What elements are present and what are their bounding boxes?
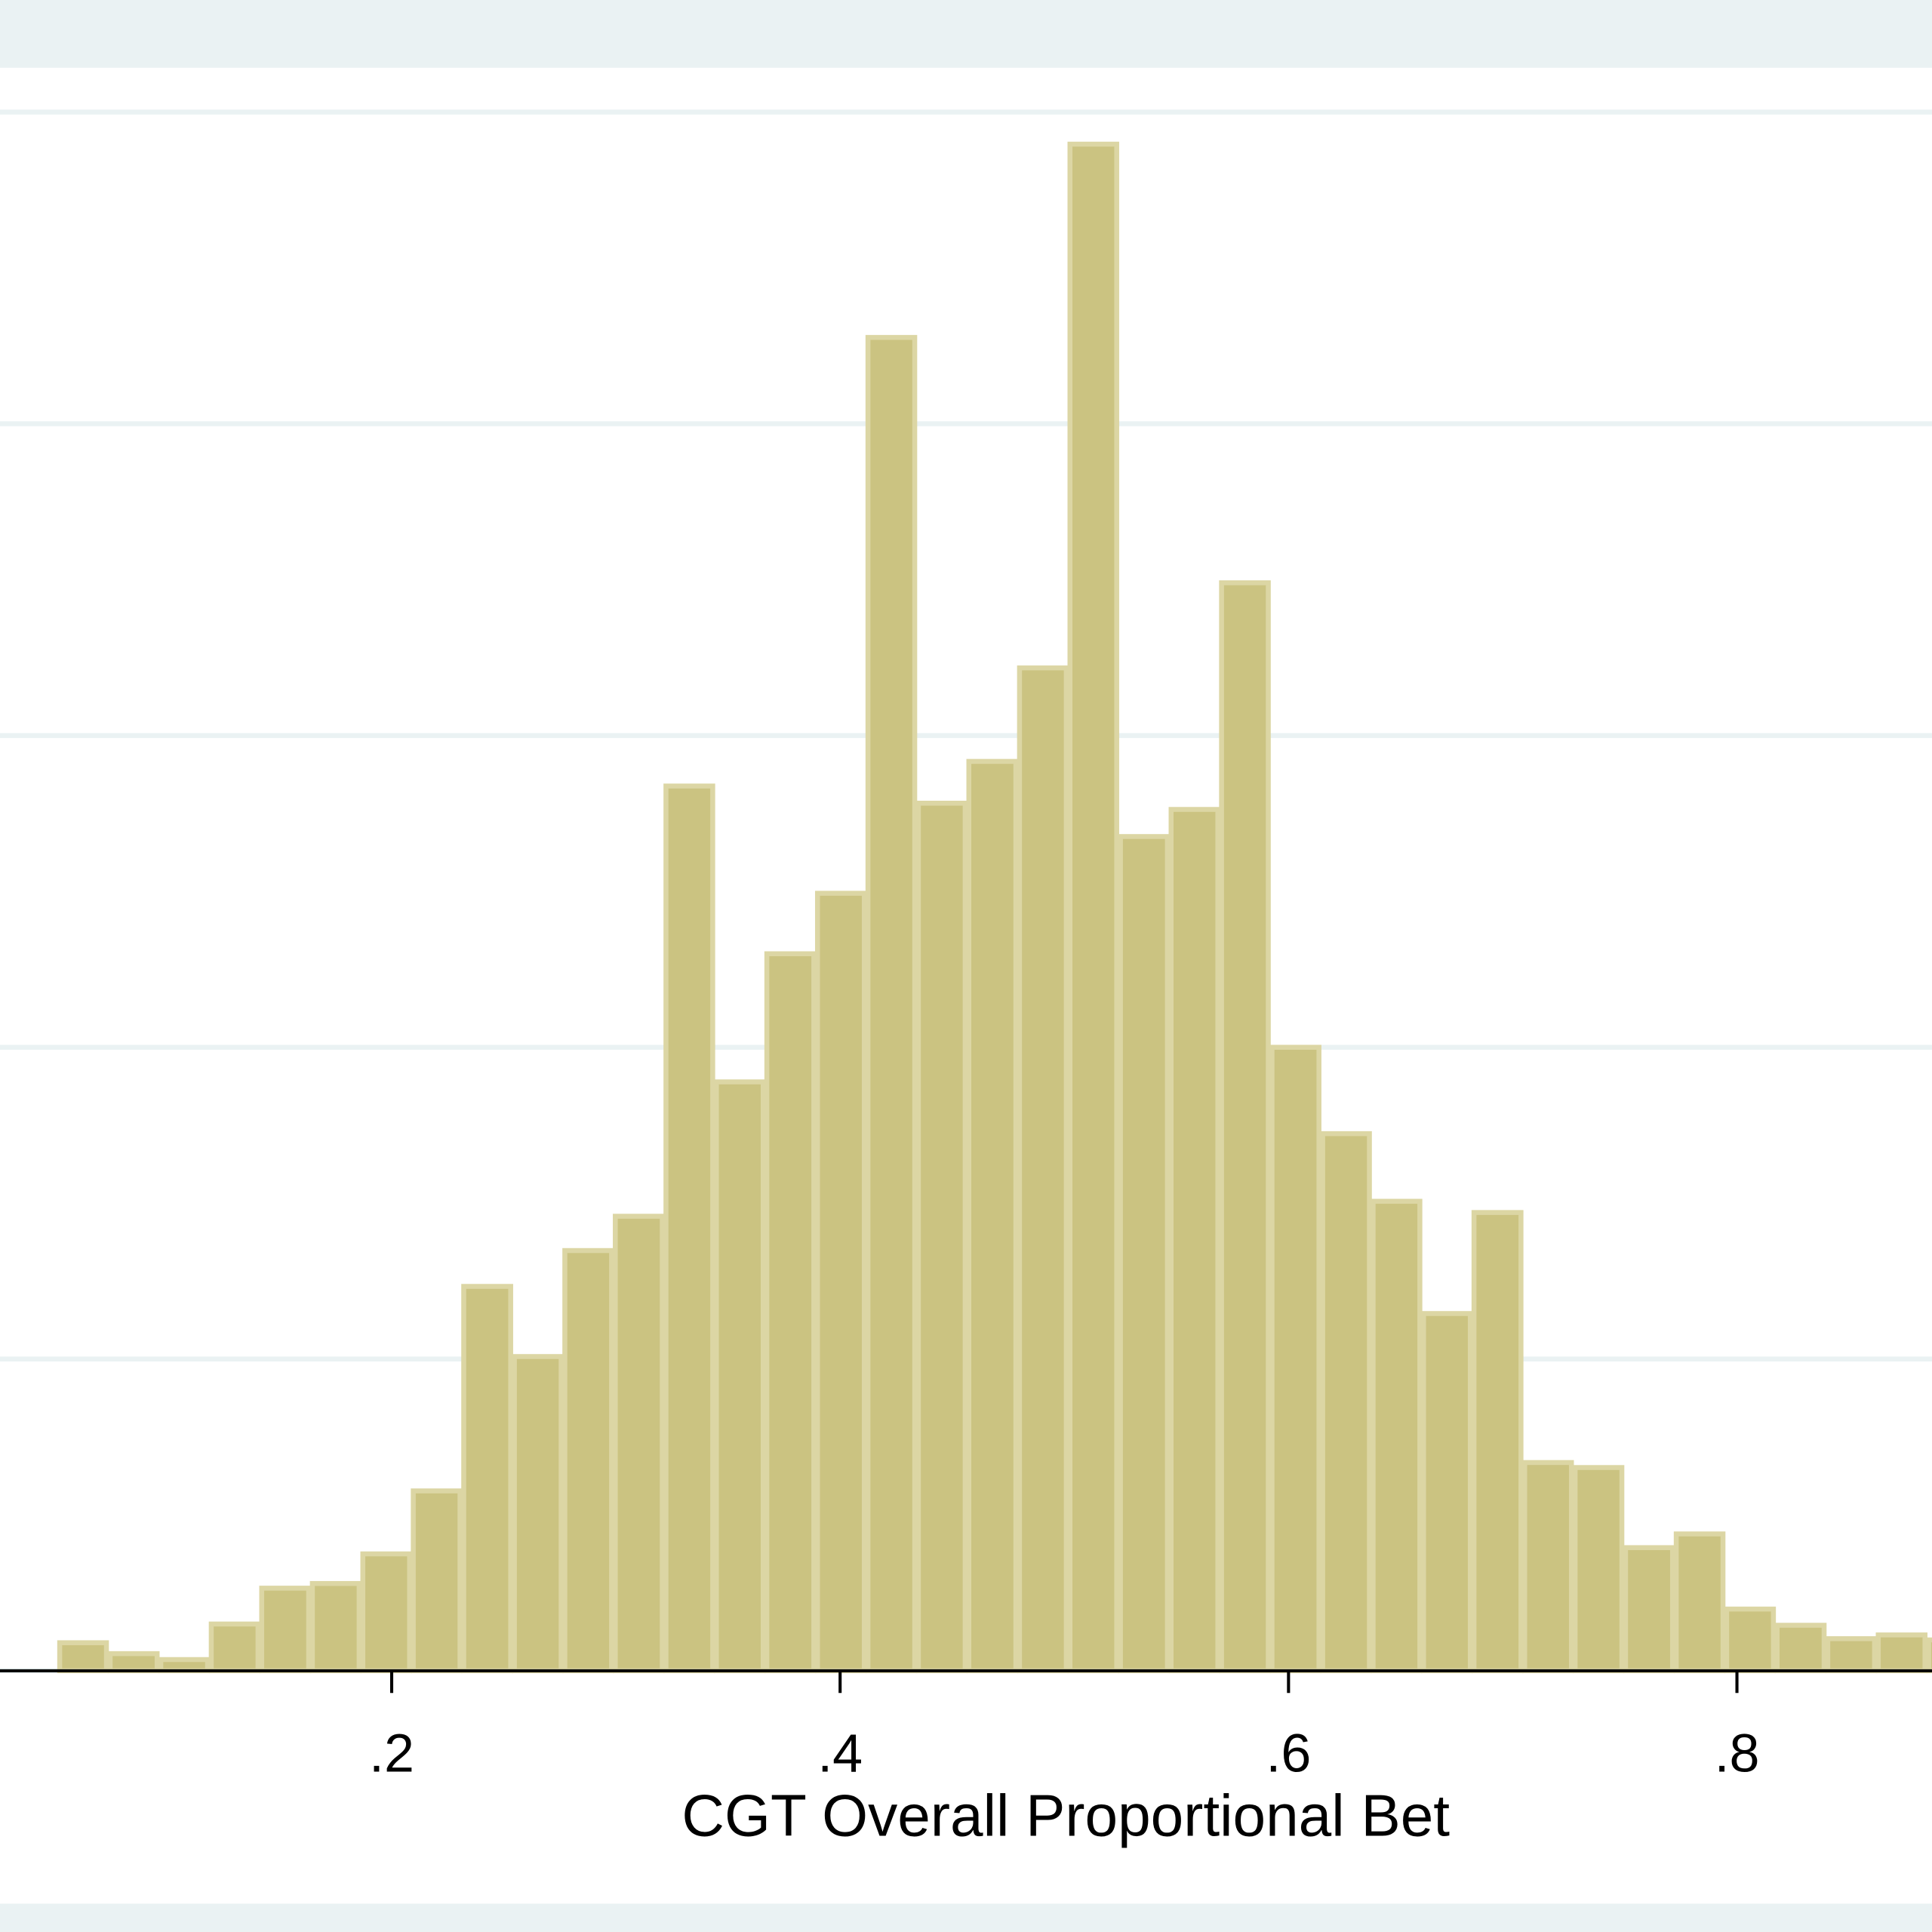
bar (1371, 1198, 1423, 1674)
bar (764, 951, 817, 1674)
bar (814, 891, 867, 1674)
bar (562, 1247, 614, 1674)
bar (1219, 580, 1271, 1674)
x-tick-label: .4 (817, 1724, 863, 1784)
x-tick-label: .6 (1266, 1724, 1311, 1784)
bar (663, 783, 715, 1674)
bar (461, 1284, 513, 1674)
bar (1774, 1623, 1827, 1674)
bar (411, 1488, 463, 1674)
bar (1421, 1311, 1473, 1674)
x-axis-title: CGT Overall Proportional Bet (681, 1783, 1450, 1849)
x-tick-label: .2 (369, 1724, 414, 1784)
bar (1673, 1531, 1726, 1674)
bar (1017, 665, 1069, 1674)
bar (259, 1586, 312, 1674)
bar (613, 1214, 665, 1674)
bar (309, 1580, 362, 1674)
bar (966, 758, 1019, 1674)
x-axis: .2 .4 .6 .8 (0, 1669, 1932, 1784)
bar (915, 800, 968, 1674)
bar (208, 1621, 261, 1674)
bar (1471, 1210, 1524, 1674)
bar (360, 1551, 412, 1674)
bar (158, 1657, 211, 1674)
bar (512, 1354, 564, 1674)
bar (1724, 1606, 1777, 1674)
bar (1320, 1131, 1372, 1674)
bar (1118, 834, 1171, 1674)
bars (57, 141, 1932, 1674)
bar (1875, 1632, 1927, 1674)
bar (1521, 1460, 1574, 1674)
bar (107, 1651, 160, 1674)
bar (57, 1640, 109, 1674)
bar (1572, 1465, 1625, 1674)
bar (714, 1079, 766, 1674)
bar (1825, 1636, 1878, 1674)
bar (1269, 1044, 1321, 1674)
bar (1926, 1637, 1932, 1674)
bar (1067, 141, 1119, 1674)
x-tick-label: .8 (1715, 1724, 1760, 1784)
bar (1623, 1545, 1675, 1674)
bar (1168, 807, 1220, 1674)
bar (865, 334, 918, 1674)
